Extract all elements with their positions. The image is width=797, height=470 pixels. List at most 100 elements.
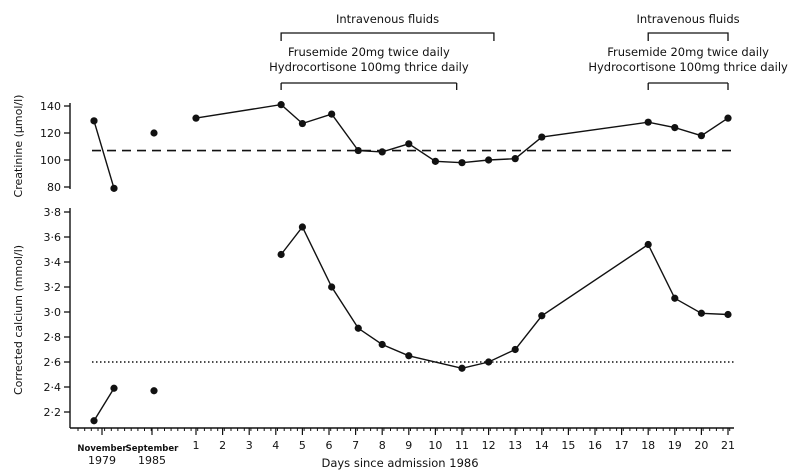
creatinine-data-point [328,110,336,118]
creatinine-y-label: Creatinine (μmol/l) [12,95,25,198]
treatment-label: Frusemide 20mg twice daily [288,45,450,59]
calcium-y-tick-label: 3·8 [44,206,62,219]
calcium-data-point [458,364,466,372]
creatinine-data-point [354,146,362,155]
calcium-data-point [511,345,519,354]
treatment-bracket [280,82,458,90]
x-tick-label: 2 [219,439,226,452]
calcium-data-point [697,309,706,317]
calcium-data-point [378,340,386,349]
creatinine-data-point [724,114,732,122]
treatment-annotations: Intravenous fluids Frusemide 20mg twice d… [269,12,788,90]
creatinine-data-point [697,132,706,140]
x-tick-label: 17 [615,439,629,452]
x-tick-label: 9 [405,439,412,452]
creatinine-history-points [90,117,158,192]
calcium-history-points [90,384,158,425]
creatinine-series-points [192,101,732,167]
creatinine-series-line [195,103,729,164]
creatinine-y-tick-label: 140 [40,100,61,113]
x-tick-label: 16 [588,439,602,452]
x-tick-label: 8 [379,439,386,452]
treatment-label: Intravenous fluids [637,12,740,26]
calcium-y-ticks: 2·2 2·4 2·6 2·8 3·0 3·2 3·4 3·6 3·8 [44,206,70,419]
x-tick-label: 18 [641,439,655,452]
x-axis-ticks: 1 2 3 4 5 6 7 8 9 10 11 12 13 14 15 16 17 18 19 20 21Novembe… [77,428,735,467]
calcium-data-point [671,294,679,302]
calcium-y-tick-label: 3·0 [44,306,62,319]
creatinine-y-tick-label: 100 [40,154,61,167]
x-tick-label: 14 [535,439,549,452]
x-tick-label: 21 [721,439,735,452]
creatinine-data-point [405,140,413,148]
x-axis-label: Days since admission 1986 [321,456,478,470]
calcium-y-tick-label: 3·2 [44,281,62,294]
creatinine-data-point [277,101,285,109]
creatinine-data-point [378,148,386,156]
creatinine-data-point [511,155,519,163]
creatinine-y-label-line1: Creatinine (μmol/l) [12,95,25,198]
treatment-bracket [280,32,495,41]
calcium-data-point [328,283,336,291]
creatinine-panel: 80 100 120 140 Creatinine (μmol/l) [12,95,734,198]
x-tick-label: 6 [326,439,333,452]
x-tick-label: 20 [694,439,708,452]
x-tick-label: 13 [508,439,522,452]
creatinine-data-point [458,159,466,167]
x-tick-label: 7 [352,439,359,452]
creatinine-data-point [538,133,546,141]
calcium-data-point [298,223,306,231]
creatinine-history-point [110,184,118,192]
calcium-data-point [485,358,493,366]
creatinine-data-point [192,114,200,122]
creatinine-history-point [150,129,158,137]
creatinine-data-point [644,118,652,126]
treatment-bracket [647,82,729,90]
creatinine-y-tick-label: 120 [40,127,61,140]
x-history-label: September [126,444,180,454]
treatment-bracket [647,32,729,41]
calcium-history-point [150,387,158,395]
creatinine-y-tick-label: 80 [47,181,61,194]
calcium-panel: 2·2 2·4 2·6 2·8 3·0 3·2 3·4 3·6 3·8 Corrected ca… [12,206,734,428]
creatinine-data-point [431,157,439,165]
treatment-label: Hydrocortisone 100mg thrice daily [588,60,788,74]
creatinine-history-point [90,117,98,125]
calcium-y-tick-label: 2·4 [44,381,62,394]
calcium-y-tick-label: 2·2 [44,406,62,419]
creatinine-history-line [93,120,115,189]
calcium-series-points [277,223,732,372]
creatinine-y-ticks: 80 100 120 140 [40,100,70,194]
calcium-data-point [724,310,732,319]
x-history-year: 1979 [88,454,116,467]
x-tick-label: 4 [272,439,279,452]
calcium-y-tick-label: 3·4 [44,256,62,269]
calcium-data-point [277,250,285,259]
x-tick-label: 19 [668,439,682,452]
calcium-y-label-line1: Corrected calcium (mmol/l) [12,245,25,395]
treatment-label: Intravenous fluids [336,12,439,26]
calcium-history-point [110,384,118,392]
x-tick-label: 15 [561,439,575,452]
x-tick-label: 5 [299,439,306,452]
x-tick-label: 10 [428,439,442,452]
creatinine-data-point [298,119,306,128]
calcium-data-point [405,352,413,360]
calcium-data-point [354,324,362,332]
x-axis: 1 2 3 4 5 6 7 8 9 10 11 12 13 14 15 16 17 18 19 20 21Novembe… [70,427,735,470]
calcium-data-point [644,240,652,249]
calcium-history-point [90,417,98,425]
calcium-y-label: Corrected calcium (mmol/l) [12,245,25,395]
treatment-label: Hydrocortisone 100mg thrice daily [269,60,469,74]
x-history-label: November [77,444,127,454]
calcium-y-tick-label: 2·6 [44,356,62,369]
calcium-data-point [538,312,546,320]
x-tick-label: 12 [482,439,496,452]
creatinine-data-point [671,124,679,132]
calcium-y-tick-label: 3·6 [44,231,62,244]
x-tick-label: 1 [193,439,200,452]
treatment-label: Frusemide 20mg twice daily [607,45,769,59]
x-history-year: 1985 [138,454,166,467]
creatinine-data-point [485,156,493,164]
